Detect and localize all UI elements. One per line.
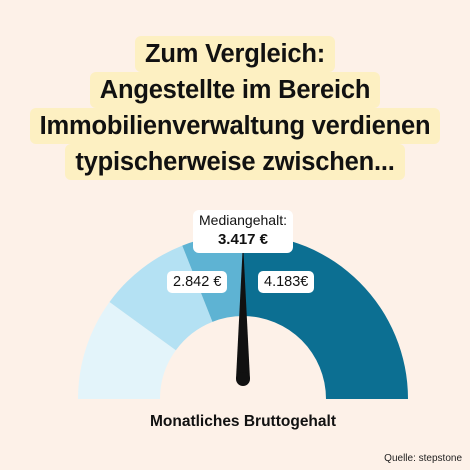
- high-value-label: 4.183€: [258, 271, 315, 293]
- title-block: Zum Vergleich: Angestellte im Bereich Im…: [0, 36, 470, 180]
- source-credit: Quelle: stepstone: [384, 453, 462, 464]
- gauge-segment-1: [78, 302, 176, 399]
- median-label: Mediangehalt:: [199, 212, 287, 228]
- title-line-3: Immobilienverwaltung verdienen: [29, 108, 441, 144]
- title-line-1: Zum Vergleich:: [135, 36, 335, 72]
- gauge-segment-4: [243, 234, 408, 399]
- median-label-box: Mediangehalt: 3.417 €: [193, 210, 293, 253]
- low-value-label: 2.842 €: [167, 271, 228, 293]
- title-line-2: Angestellte im Bereich: [89, 72, 381, 108]
- axis-label: Monatliches Bruttogehalt: [149, 413, 336, 430]
- gauge-needle: [236, 242, 250, 379]
- title-line-4: typischerweise zwischen...: [65, 144, 405, 180]
- median-value: 3.417 €: [217, 231, 269, 248]
- gauge-needle-hub: [236, 372, 250, 386]
